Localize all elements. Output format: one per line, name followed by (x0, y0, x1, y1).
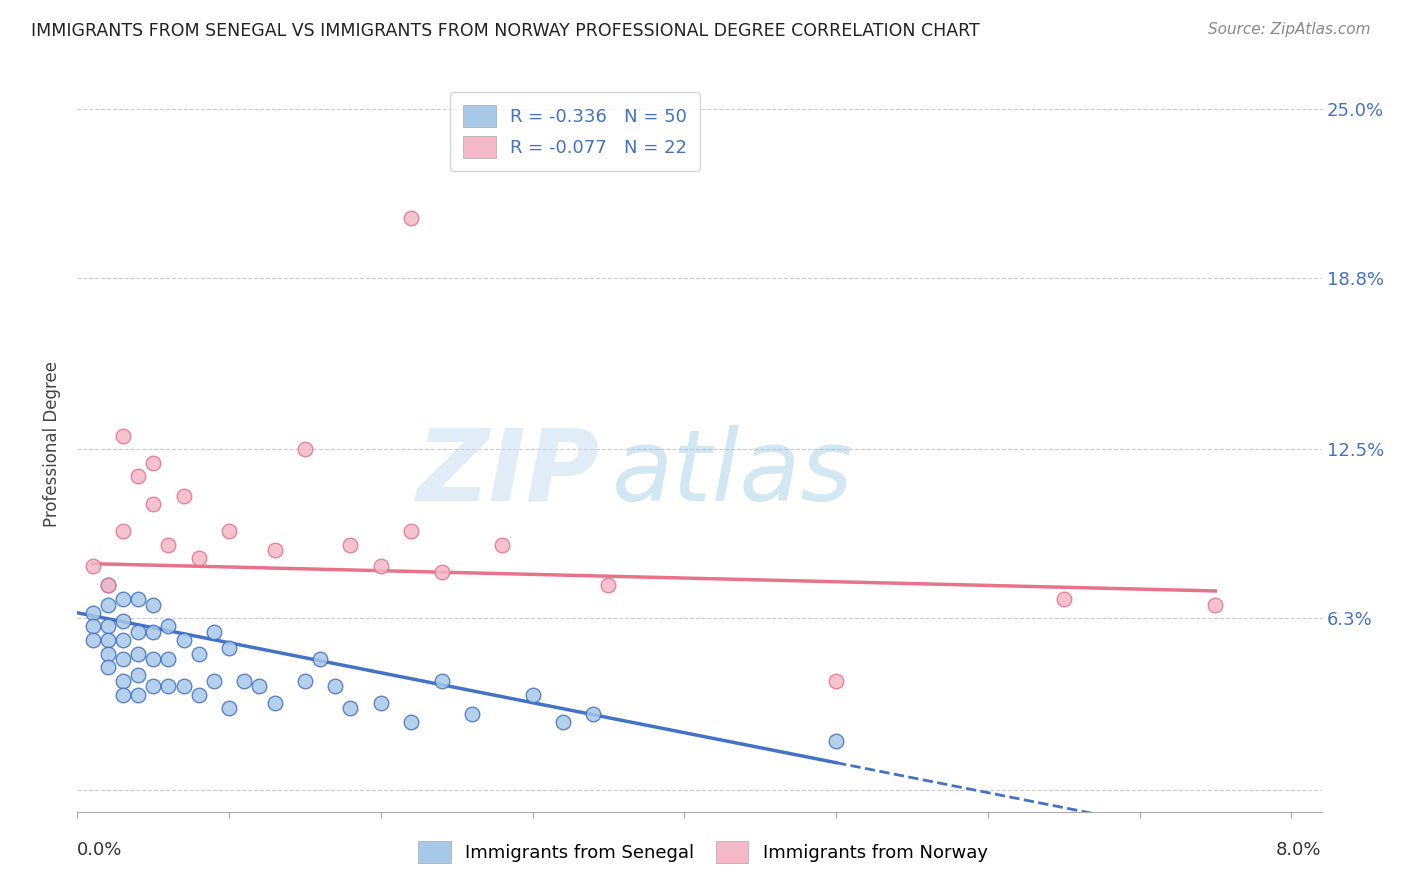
Point (825, 673, 848, 688)
Point (173, 633, 195, 648)
Point (142, 598, 165, 612)
Point (173, 679, 195, 693)
Point (598, 578, 620, 592)
Point (111, 592, 134, 607)
Point (825, 734, 848, 748)
Point (202, 624, 225, 639)
Text: 8.0%: 8.0% (1277, 841, 1322, 859)
Point (127, 469, 149, 483)
Point (263, 696, 285, 710)
Point (142, 624, 165, 639)
Point (1053, 592, 1076, 607)
Point (97, 578, 120, 592)
Point (111, 428, 134, 442)
Point (142, 652, 165, 666)
Point (399, 524, 422, 538)
Point (97, 633, 120, 648)
Point (97, 660, 120, 674)
Point (111, 524, 134, 538)
Point (111, 614, 134, 628)
Point (370, 696, 392, 710)
Point (430, 565, 453, 579)
Legend: Immigrants from Senegal, Immigrants from Norway: Immigrants from Senegal, Immigrants from… (409, 832, 997, 872)
Point (187, 688, 209, 702)
Point (111, 652, 134, 666)
Point (142, 679, 165, 693)
Text: Source: ZipAtlas.com: Source: ZipAtlas.com (1208, 22, 1371, 37)
Point (82, 619, 104, 633)
Point (173, 489, 195, 503)
Point (491, 538, 513, 552)
Point (294, 673, 316, 688)
Point (202, 673, 225, 688)
Point (97, 619, 120, 633)
Point (157, 538, 180, 552)
Point (127, 624, 149, 639)
Point (97, 578, 120, 592)
Point (187, 647, 209, 661)
Point (430, 673, 453, 688)
Point (157, 679, 180, 693)
Point (249, 679, 271, 693)
Point (111, 673, 134, 688)
Point (263, 543, 285, 558)
Point (157, 652, 180, 666)
Point (218, 641, 240, 656)
Text: 0.0%: 0.0% (77, 841, 122, 859)
Point (142, 497, 165, 511)
Legend: R = -0.336   N = 50, R = -0.077   N = 22: R = -0.336 N = 50, R = -0.077 N = 22 (450, 92, 700, 170)
Point (111, 633, 134, 648)
Point (522, 688, 544, 702)
Point (1204, 598, 1226, 612)
Point (399, 211, 422, 225)
Point (294, 442, 316, 457)
Y-axis label: Professional Degree: Professional Degree (44, 360, 62, 527)
Point (399, 714, 422, 729)
Point (82, 633, 104, 648)
Point (309, 652, 332, 666)
Point (582, 706, 605, 721)
Point (127, 668, 149, 682)
Point (218, 524, 240, 538)
Point (82, 606, 104, 620)
Point (127, 592, 149, 607)
Point (370, 559, 392, 574)
Point (187, 551, 209, 566)
Point (233, 673, 256, 688)
Text: ZIP: ZIP (418, 425, 600, 522)
Point (157, 619, 180, 633)
Point (339, 701, 361, 715)
Point (111, 688, 134, 702)
Text: IMMIGRANTS FROM SENEGAL VS IMMIGRANTS FROM NORWAY PROFESSIONAL DEGREE CORRELATIO: IMMIGRANTS FROM SENEGAL VS IMMIGRANTS FR… (31, 22, 980, 40)
Point (82, 559, 104, 574)
Point (339, 538, 361, 552)
Point (551, 714, 574, 729)
Point (127, 647, 149, 661)
Point (97, 647, 120, 661)
Point (127, 688, 149, 702)
Point (218, 701, 240, 715)
Point (461, 706, 484, 721)
Text: atlas: atlas (613, 425, 853, 522)
Point (142, 456, 165, 470)
Point (97, 598, 120, 612)
Point (323, 679, 346, 693)
